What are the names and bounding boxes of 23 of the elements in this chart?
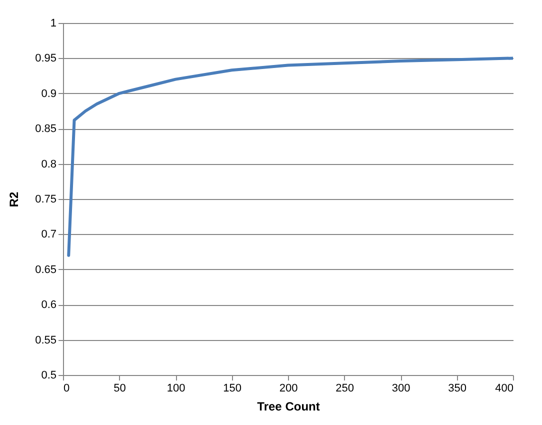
y-tick-label: 0.5 <box>41 370 56 382</box>
x-tick-label: 200 <box>279 382 298 394</box>
y-tick-label: 0.6 <box>41 299 56 312</box>
y-tick-label: 0.75 <box>35 194 56 206</box>
x-axis-title: Tree Count <box>257 400 320 414</box>
y-tick-label: 0.95 <box>35 52 56 65</box>
y-tick-label: 0.9 <box>41 88 56 100</box>
y-tick-label: 0.8 <box>41 158 56 170</box>
x-tick-label: 50 <box>114 382 126 394</box>
y-tick-label: 0.7 <box>41 228 56 241</box>
line-series <box>67 56 513 257</box>
x-tick-label: 300 <box>392 382 410 394</box>
x-tick-label: 350 <box>448 382 466 394</box>
y-tick-label: 0.55 <box>35 334 56 346</box>
y-tick-label: 1 <box>50 18 56 30</box>
x-tick-label: 100 <box>166 382 186 394</box>
x-tick-label: 0 <box>64 382 70 394</box>
y-axis-title: R2 <box>7 192 22 208</box>
y-tick-label: 0.65 <box>35 264 56 276</box>
x-tick-label: 250 <box>336 382 354 394</box>
x-tick-label: 150 <box>223 382 242 394</box>
x-tick-label: 400 <box>495 382 514 394</box>
y-tick-label: 0.85 <box>35 123 56 136</box>
